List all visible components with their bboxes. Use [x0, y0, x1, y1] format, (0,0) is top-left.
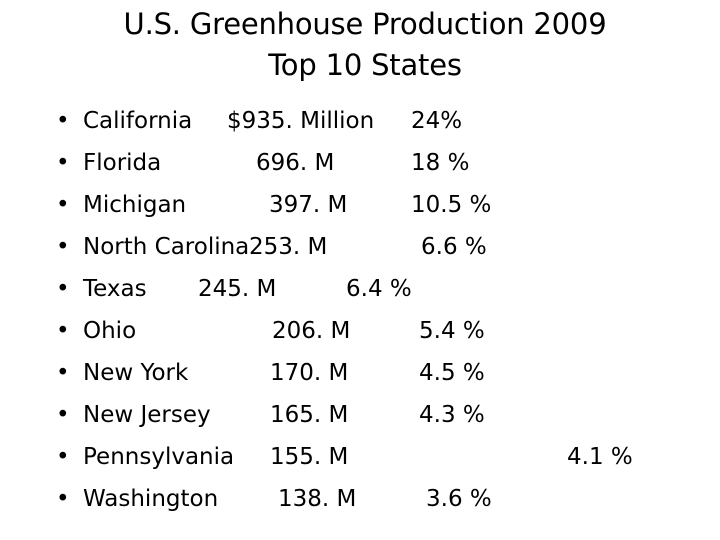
slide-title: U.S. Greenhouse Production 2009 Top 10 S…: [0, 4, 720, 86]
share-percent: 4.1 %: [567, 444, 633, 470]
state-name: Pennsylvania: [83, 444, 235, 470]
state-name: Ohio: [83, 318, 137, 344]
production-value: 397. M: [269, 192, 348, 218]
production-value: 253. M: [249, 234, 328, 260]
production-value: 138. M: [278, 486, 357, 512]
title-line-1: U.S. Greenhouse Production 2009: [123, 7, 607, 41]
bullet-icon: •: [56, 276, 70, 302]
share-percent: 4.3 %: [419, 402, 485, 428]
state-name: North Carolina: [83, 234, 250, 260]
production-value: 696. M: [256, 150, 335, 176]
bullet-icon: •: [56, 234, 70, 260]
production-value: 155. M: [270, 444, 349, 470]
production-value: $935. Million: [227, 108, 375, 134]
production-value: 170. M: [270, 360, 349, 386]
state-name: California: [83, 108, 193, 134]
share-percent: 18 %: [411, 150, 470, 176]
share-percent: 24%: [411, 108, 463, 134]
state-name: Florida: [83, 150, 162, 176]
state-name: New York: [83, 360, 189, 386]
state-name: Michigan: [83, 192, 187, 218]
share-percent: 3.6 %: [426, 486, 492, 512]
production-value: 165. M: [270, 402, 349, 428]
bullet-icon: •: [56, 150, 70, 176]
state-name: New Jersey: [83, 402, 211, 428]
bullet-icon: •: [56, 486, 70, 512]
state-name: Washington: [83, 486, 219, 512]
share-percent: 6.4 %: [346, 276, 412, 302]
bullet-icon: •: [56, 444, 70, 470]
bullet-icon: •: [56, 108, 70, 134]
state-name: Texas: [83, 276, 147, 302]
bullet-icon: •: [56, 192, 70, 218]
production-value: 245. M: [198, 276, 277, 302]
bullet-icon: •: [56, 402, 70, 428]
share-percent: 4.5 %: [419, 360, 485, 386]
share-percent: 6.6 %: [421, 234, 487, 260]
bullet-icon: •: [56, 360, 70, 386]
production-value: 206. M: [272, 318, 351, 344]
bullet-icon: •: [56, 318, 70, 344]
title-line-2: Top 10 States: [268, 48, 462, 82]
share-percent: 5.4 %: [419, 318, 485, 344]
share-percent: 10.5 %: [411, 192, 492, 218]
